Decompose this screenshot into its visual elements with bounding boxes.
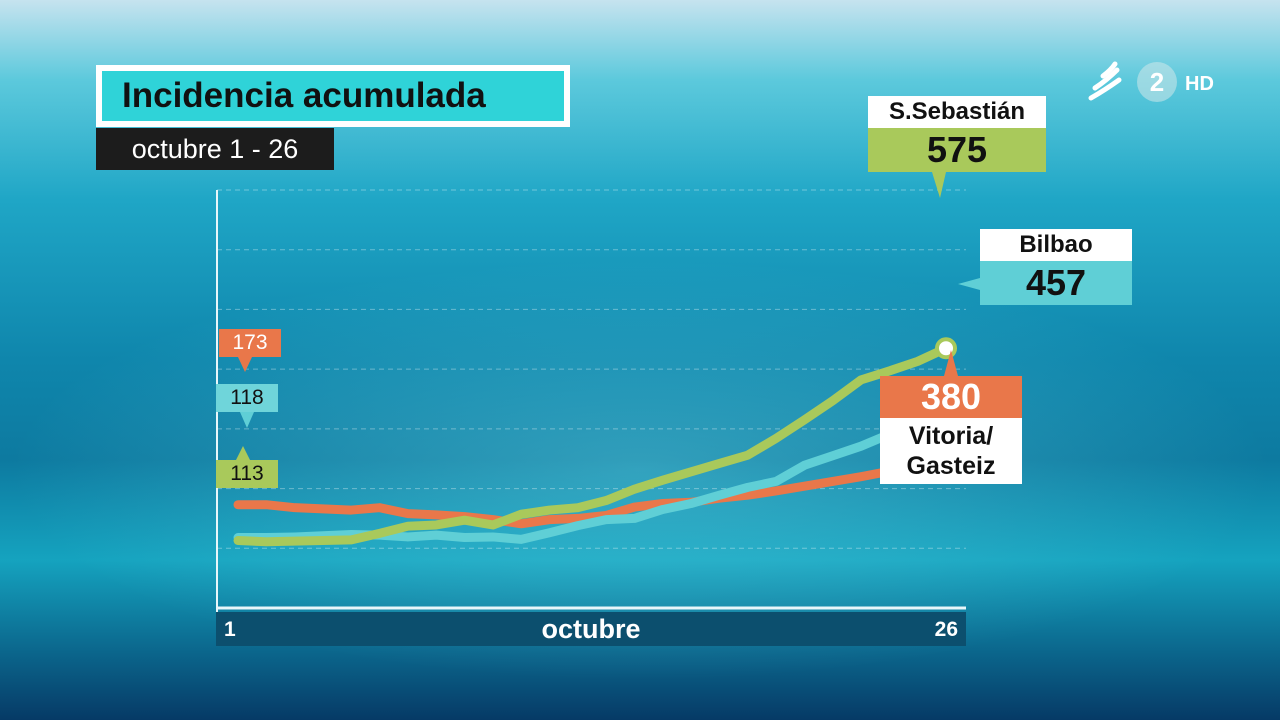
series-layer bbox=[233, 172, 980, 547]
bilbao-start-pointer bbox=[240, 412, 254, 428]
chart-grid bbox=[217, 189, 966, 549]
vitoria-callout-value: 380 bbox=[880, 376, 1022, 418]
x-axis-bar: 1 octubre 26 bbox=[216, 612, 966, 646]
bilbao-callout-value: 457 bbox=[980, 261, 1132, 305]
chart-title-box: Incidencia acumulada bbox=[96, 65, 570, 127]
channel-logo: 2 HD bbox=[1088, 61, 1214, 102]
sansebastian-start-label: 113 bbox=[216, 460, 278, 488]
eitb-swoosh-icon bbox=[1088, 61, 1122, 101]
vitoria-line bbox=[233, 460, 951, 529]
sansebastian-start-pointer bbox=[236, 446, 250, 460]
bilbao-callout-pointer bbox=[958, 278, 980, 290]
channel-number: 2 bbox=[1150, 67, 1164, 97]
sansebastian-callout-value: 575 bbox=[868, 128, 1046, 172]
x-tick-start: 1 bbox=[224, 618, 236, 641]
vitoria-callout-name: Vitoria/ Gasteiz bbox=[880, 418, 1022, 484]
x-axis-label: octubre bbox=[541, 614, 641, 644]
vitoria-callout-pointer bbox=[944, 350, 958, 376]
quality-label: HD bbox=[1185, 73, 1214, 95]
channel-circle-icon bbox=[1137, 62, 1177, 102]
chart-subtitle: octubre 1 - 26 bbox=[96, 128, 334, 170]
sansebastian-line bbox=[233, 343, 951, 547]
x-tick-end: 26 bbox=[934, 618, 958, 641]
sansebastian-callout-name: S.Sebastián bbox=[868, 96, 1046, 128]
bilbao-callout-name: Bilbao bbox=[980, 229, 1132, 261]
vitoria-start-pointer bbox=[238, 357, 252, 372]
vitoria-callout-name-line1: Vitoria/ bbox=[908, 422, 994, 450]
bilbao-start-label: 118 bbox=[216, 384, 278, 412]
vitoria-callout-name-line2: Gasteiz bbox=[906, 452, 996, 480]
sansebastian-callout-pointer bbox=[932, 172, 946, 198]
sansebastian-end-marker bbox=[935, 337, 957, 360]
chart-title: Incidencia acumulada bbox=[102, 71, 564, 121]
vitoria-start-label: 173 bbox=[219, 329, 281, 357]
